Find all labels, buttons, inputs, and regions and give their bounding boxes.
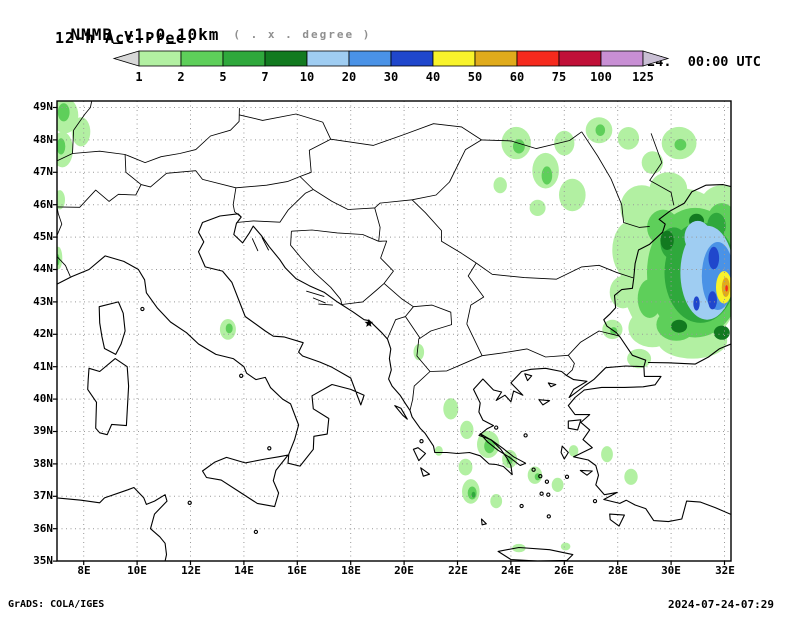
- lat-label: 35N: [33, 554, 53, 567]
- colorbar-segment: [600, 50, 644, 67]
- colorbar-tick-label: 7: [261, 70, 269, 84]
- lat-label: 38N: [33, 457, 53, 470]
- colorbar-segment: [516, 50, 560, 67]
- lat-label: 37N: [33, 489, 53, 502]
- map-area: 49N 48N 47N 46N 45N 44N 43N 42N 41N 40N 39N 38N 37N 3…: [33, 100, 735, 577]
- map-frame: [56, 100, 732, 562]
- lon-label: 26E: [554, 564, 574, 577]
- colorbar: 1 2 5 7 10 20 30 40 50 60 75 100 125: [112, 50, 682, 88]
- lon-label: 18E: [341, 564, 361, 577]
- lat-label: 47N: [33, 165, 53, 178]
- lon-label: 16E: [287, 564, 307, 577]
- colorbar-tick-label: 100: [590, 70, 612, 84]
- colorbar-right-arrow: [642, 50, 670, 67]
- colorbar-segment: [306, 50, 350, 67]
- colorbar-segment: [390, 50, 434, 67]
- colorbar-segment: [474, 50, 518, 67]
- precipitation-shading: [57, 101, 731, 553]
- colorbar-svg: [112, 50, 670, 67]
- lon-label: 10E: [127, 564, 147, 577]
- colorbar-segment: [180, 50, 224, 67]
- colorbar-segment: [558, 50, 602, 67]
- product-title: 12-h Acc.Prec.: [55, 29, 196, 47]
- lon-label: 22E: [448, 564, 468, 577]
- country-borders: [57, 101, 675, 411]
- colorbar-tick-label: 75: [551, 70, 567, 84]
- colorbar-segment: [138, 50, 182, 67]
- colorbar-segment: [264, 50, 308, 67]
- colorbar-tick-label: 125: [632, 70, 654, 84]
- colorbar-tick-label: 20: [341, 70, 357, 84]
- colorbar-tick-label: 60: [509, 70, 525, 84]
- colorbar-tick-label: 5: [219, 70, 227, 84]
- lon-label: 12E: [181, 564, 201, 577]
- lat-label: 43N: [33, 295, 53, 308]
- lon-label: 20E: [394, 564, 414, 577]
- lon-label: 8E: [77, 564, 91, 577]
- lat-label: 48N: [33, 133, 53, 146]
- colorbar-left-arrow: [112, 50, 140, 67]
- colorbar-segment: [222, 50, 266, 67]
- station-marker: [364, 318, 374, 327]
- colorbar-tick-label: 30: [383, 70, 399, 84]
- grads-credit: GrADS: COLA/IGES: [8, 599, 105, 610]
- colorbar-segment: [432, 50, 476, 67]
- lat-label: 45N: [33, 230, 53, 243]
- coastlines: [57, 184, 731, 561]
- lat-label: 41N: [33, 360, 53, 373]
- map-svg: [53, 100, 732, 565]
- lon-label: 24E: [501, 564, 521, 577]
- lat-label: 49N: [33, 100, 53, 113]
- colorbar-tick-label: 10: [299, 70, 315, 84]
- lat-label: 40N: [33, 392, 53, 405]
- model-title-line: NMMB_v1.0_10km ( . x . degree ): [28, 6, 371, 63]
- colorbar-tick-label: 40: [425, 70, 441, 84]
- model-title: NMMB_v1.0_10km: [70, 25, 220, 44]
- lat-label: 46N: [33, 198, 53, 211]
- lon-label: 14E: [234, 564, 254, 577]
- resolution-note: ( . x . degree ): [233, 28, 372, 41]
- lat-label: 39N: [33, 424, 53, 437]
- colorbar-segment: [348, 50, 392, 67]
- creation-timestamp: 2024-07-24-07:29: [668, 598, 774, 611]
- lat-label: 44N: [33, 262, 53, 275]
- grid-lines: [57, 101, 731, 561]
- lon-label: 32E: [715, 564, 735, 577]
- colorbar-tick-label: 50: [467, 70, 483, 84]
- lon-label: 30E: [661, 564, 681, 577]
- lat-label: 42N: [33, 327, 53, 340]
- lon-label: 28E: [608, 564, 628, 577]
- lat-label: 36N: [33, 522, 53, 535]
- colorbar-tick-label: 2: [177, 70, 185, 84]
- colorbar-tick-label: 1: [135, 70, 143, 84]
